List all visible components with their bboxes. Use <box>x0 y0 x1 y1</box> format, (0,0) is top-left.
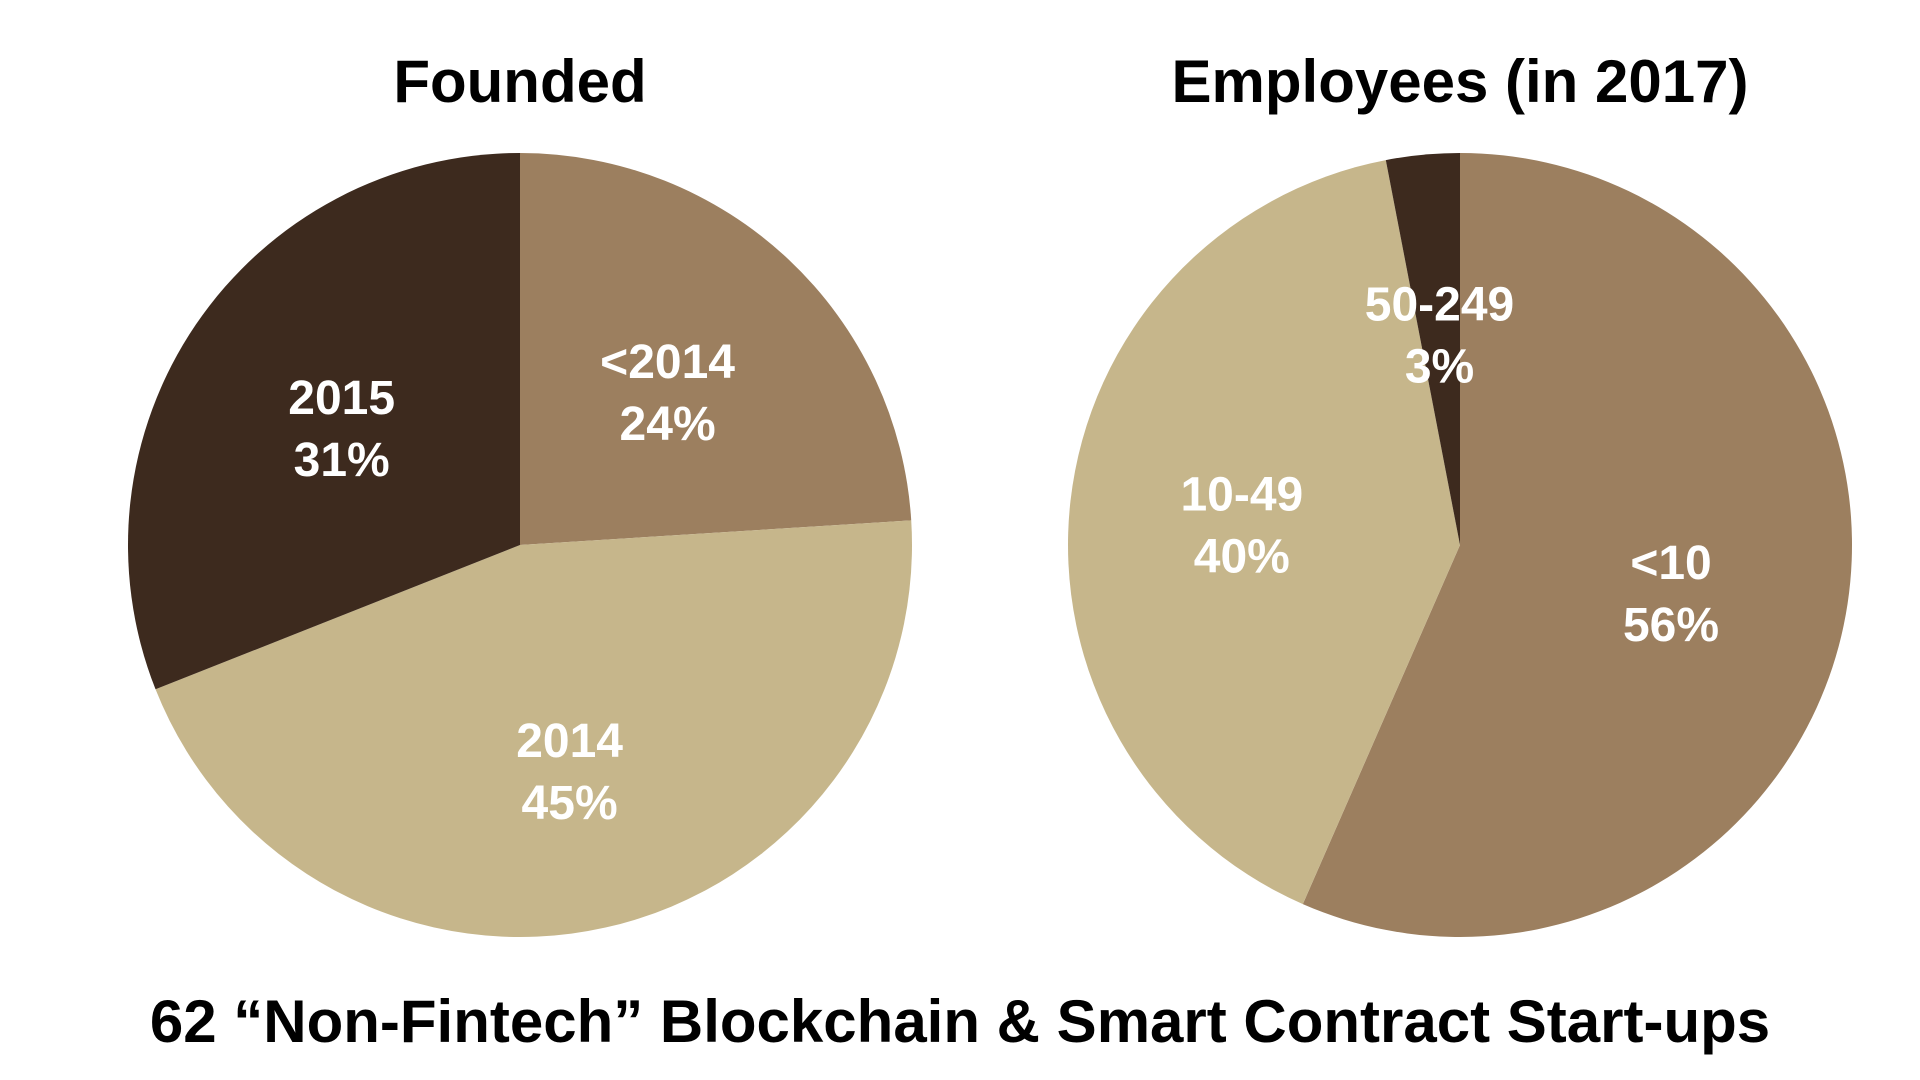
chart-title-founded: Founded <box>393 48 646 115</box>
slice-percent-label-founded-2015: 31% <box>294 434 390 487</box>
pie-slice-employees-in-2017-10 <box>1302 153 1852 937</box>
slice-percent-label-employees-in-2017-10-49: 40% <box>1194 531 1290 584</box>
slice-category-label-founded-2014: 2014 <box>516 715 623 768</box>
slice-category-label-employees-in-2017-10-49: 10-49 <box>1180 469 1303 522</box>
figure-caption: 62 “Non-Fintech” Blockchain & Smart Cont… <box>150 988 1770 1055</box>
pie-chart-founded: <2014 24% 2014 45% 2015 31% <box>127 153 913 937</box>
slice-percent-label-founded-2014: 24% <box>620 398 716 451</box>
slice-category-label-employees-in-2017-50-249: 50-249 <box>1365 278 1514 331</box>
chart-title-employees: Employees (in 2017) <box>1172 48 1749 115</box>
slice-category-label-employees-in-2017-10: <10 <box>1630 537 1711 590</box>
slice-category-label-founded-2014: <2014 <box>600 336 735 389</box>
slice-percent-label-employees-in-2017-10: 56% <box>1623 599 1719 652</box>
pie-slice-founded-2014 <box>155 520 913 937</box>
slice-percent-label-founded-2014: 45% <box>522 777 618 830</box>
slice-category-label-founded-2015: 2015 <box>288 372 395 425</box>
slice-percent-label-employees-in-2017-50-249: 3% <box>1405 340 1474 393</box>
pie-slice-employees-in-2017-50-249 <box>1385 153 1460 545</box>
pie-slice-employees-in-2017-10-49 <box>1068 160 1460 905</box>
pie-slice-founded-2014 <box>520 153 912 545</box>
pie-chart-employees: <10 56% 10-49 40% 50-249 3% <box>1068 153 1852 937</box>
pie-slice-founded-2015 <box>127 153 520 690</box>
